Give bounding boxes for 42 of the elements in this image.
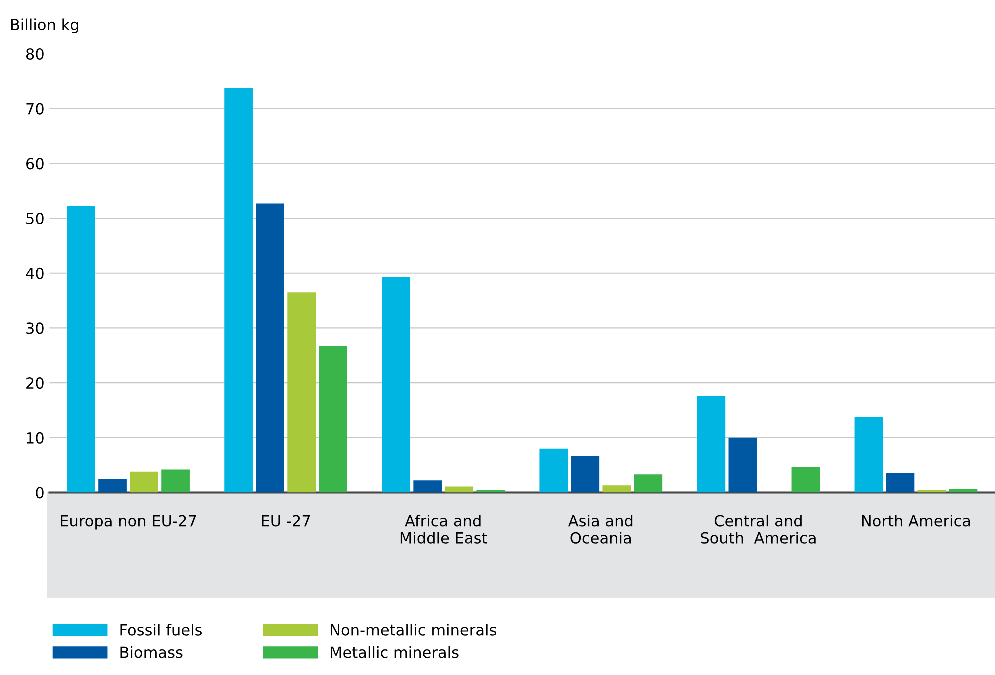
x-tick-label: Africa and Middle East <box>400 514 488 544</box>
x-tick-label: EU -27 <box>262 515 310 527</box>
x-tick-label: North America <box>862 514 970 527</box>
bar <box>854 417 884 493</box>
bar <box>319 346 348 493</box>
y-tick-label: 0 <box>36 487 44 499</box>
y-tick-label: 70 <box>26 103 44 115</box>
bar <box>728 438 758 493</box>
bar <box>256 204 284 493</box>
y-tick-label: 60 <box>26 158 44 170</box>
x-tick-label: Europa non EU-27 <box>61 515 196 530</box>
bar <box>382 277 411 493</box>
y-axis-title: Billion kg <box>11 18 78 34</box>
bar <box>130 472 158 493</box>
x-tick-label: Asia and Oceania <box>568 514 633 544</box>
legend-label: Fossil fuels <box>120 624 202 636</box>
y-tick-label: 50 <box>26 212 44 225</box>
y-tick-label: 40 <box>26 268 44 280</box>
y-tick-label: 20 <box>26 378 44 390</box>
bar <box>634 474 663 493</box>
bar <box>288 292 316 493</box>
legend-label: Metallic minerals <box>331 646 459 658</box>
bar <box>224 88 253 493</box>
bar <box>67 206 96 493</box>
bar <box>949 489 978 493</box>
bar <box>162 470 190 493</box>
bar <box>697 396 726 493</box>
bar <box>98 479 127 493</box>
x-tick-label: Central and South America <box>701 514 816 544</box>
bar <box>540 448 568 493</box>
y-tick-label: 30 <box>26 322 44 334</box>
bar <box>792 466 820 493</box>
legend-label: Non-metallic minerals <box>331 624 496 636</box>
y-tick-label: 10 <box>27 432 44 444</box>
bar <box>602 486 632 493</box>
bar <box>476 490 506 493</box>
bar <box>445 486 474 493</box>
bar <box>414 480 442 493</box>
y-tick-label: 80 <box>26 48 44 60</box>
bar <box>571 456 600 493</box>
bar <box>886 474 915 493</box>
legend-label: Biomass <box>120 646 183 658</box>
